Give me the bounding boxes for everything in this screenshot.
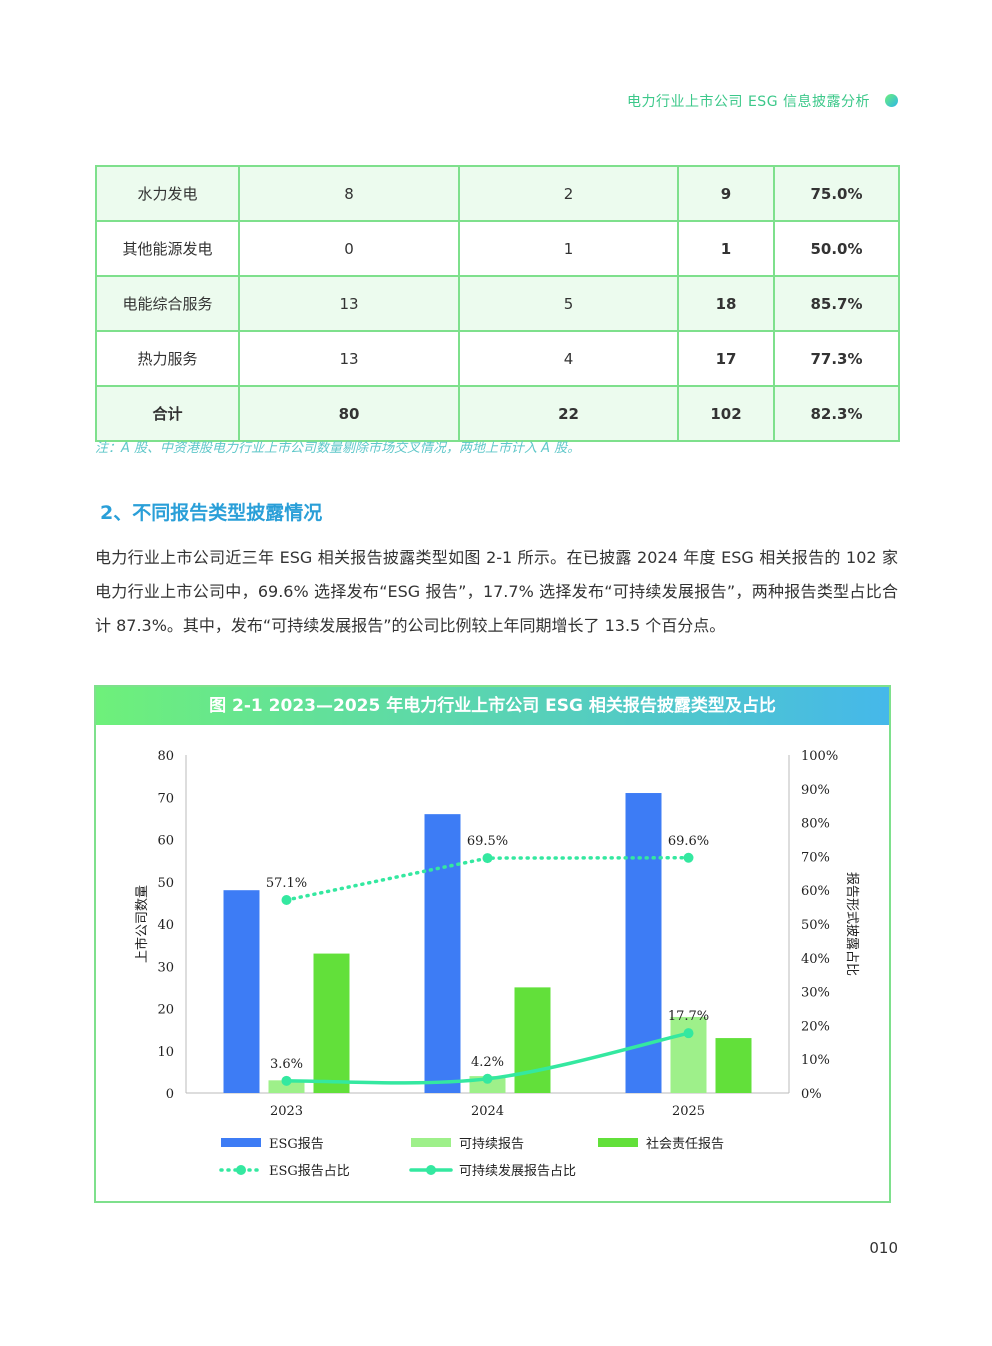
row-label: 电能综合服务 [95,275,240,332]
y2-tick-label: 10% [801,1053,830,1068]
x-tick-label: 2025 [672,1104,705,1119]
cell-total: 18 [677,275,775,332]
table-note: 注：A 股、中资港股电力行业上市公司数量剔除市场交叉情况，两地上市计入 A 股。 [95,441,581,456]
y-tick-label: 50 [157,876,174,891]
y-tick-label: 60 [157,834,174,849]
table-row: 其他能源发电 0 1 1 50.0% [95,220,900,277]
table-row-total: 合计 80 22 102 82.3% [95,385,900,442]
cell: 0 [238,220,460,277]
point-可持续发展报告占比-2025 [683,1028,694,1039]
legend-label: 可持续报告 [459,1137,524,1152]
point-ESG报告占比-2025 [683,852,694,863]
bar-社会责任报告-2023 [313,953,350,1093]
bar-社会责任报告-2024 [514,987,551,1093]
data-table: 水力发电 8 2 9 75.0% 其他能源发电 0 1 1 50.0% 电能综合… [95,165,900,442]
y2-tick-label: 100% [801,749,838,764]
legend-label: ESG报告占比 [269,1164,350,1179]
figure-box: 图 2-1 2023—2025 年电力行业上市公司 ESG 相关报告披露类型及占… [94,685,891,1203]
row-label: 水力发电 [95,165,240,222]
point-可持续发展报告占比-2023 [281,1075,292,1086]
data-label: 4.2% [471,1055,504,1070]
point-可持续发展报告占比-2024 [482,1073,493,1084]
point-ESG报告占比-2023 [281,895,292,906]
page-number: 010 [869,1239,898,1257]
cell-ratio: 77.3% [773,330,900,387]
cell: 80 [238,385,460,442]
legend-label: ESG报告 [269,1137,324,1152]
bar-社会责任报告-2025 [715,1038,752,1093]
legend-marker [236,1165,246,1175]
y2-tick-label: 60% [801,884,830,899]
section-title: 2、不同报告类型披露情况 [100,502,323,524]
data-label: 69.6% [668,834,709,849]
y2-tick-label: 80% [801,817,830,832]
y-axis-title: 上市公司数量 [134,885,150,963]
row-label: 其他能源发电 [95,220,240,277]
cell-ratio: 85.7% [773,275,900,332]
cell-ratio: 82.3% [773,385,900,442]
table-row: 电能综合服务 13 5 18 85.7% [95,275,900,332]
y-tick-label: 70 [157,791,174,806]
body-paragraph: 电力行业上市公司近三年 ESG 相关报告披露类型如图 2-1 所示。在已披露 2… [95,548,898,635]
y2-tick-label: 40% [801,952,830,967]
cell: 4 [458,330,679,387]
cell: 8 [238,165,460,222]
legend-swatch [221,1138,261,1147]
bar-ESG报告-2024 [424,814,461,1093]
cell-ratio: 75.0% [773,165,900,222]
y2-tick-label: 20% [801,1019,830,1034]
point-ESG报告占比-2024 [482,853,493,864]
cell: 13 [238,330,460,387]
cell-total: 1 [677,220,775,277]
cell: 13 [238,275,460,332]
x-tick-label: 2024 [471,1104,504,1119]
table-row: 水力发电 8 2 9 75.0% [95,165,900,222]
y-tick-label: 0 [166,1087,174,1102]
header-title: 电力行业上市公司 ESG 信息披露分析 [627,94,870,110]
y-tick-label: 20 [157,1003,174,1018]
legend-label: 可持续发展报告占比 [459,1163,576,1179]
legend-marker [426,1165,436,1175]
data-label: 3.6% [270,1057,303,1072]
row-label: 合计 [95,385,240,442]
header-dot-icon [885,94,898,107]
legend-swatch [411,1138,451,1147]
cell: 1 [458,220,679,277]
cell: 2 [458,165,679,222]
legend-swatch [598,1138,638,1147]
y2-tick-label: 0% [801,1087,822,1102]
cell: 22 [458,385,679,442]
bar-ESG报告-2023 [223,890,260,1093]
y-tick-label: 10 [157,1045,174,1060]
data-label: 17.7% [668,1009,709,1024]
legend-label: 社会责任报告 [646,1136,724,1152]
cell-total: 102 [677,385,775,442]
y-tick-label: 80 [157,749,174,764]
x-tick-label: 2023 [270,1104,303,1119]
y2-tick-label: 70% [801,850,830,865]
cell-total: 17 [677,330,775,387]
data-label: 69.5% [467,834,508,849]
cell-total: 9 [677,165,775,222]
data-label: 57.1% [266,876,307,891]
y2-tick-label: 50% [801,918,830,933]
cell-ratio: 50.0% [773,220,900,277]
table-row: 热力服务 13 4 17 77.3% [95,330,900,387]
y2-tick-label: 30% [801,986,830,1001]
row-label: 热力服务 [95,330,240,387]
bar-可持续报告-2023 [268,1080,305,1093]
chart: 0 10 20 30 40 50 60 70 80 0% 10% 20% 30% 40% 50% 60% 70%… [134,749,859,1179]
figure-title: 图 2-1 2023—2025 年电力行业上市公司 ESG 相关报告披露类型及占… [96,687,889,725]
cell: 5 [458,275,679,332]
y2-tick-label: 90% [801,783,830,798]
y2-axis-title: 报告形式披露占比 [844,872,859,976]
y-tick-label: 40 [157,918,174,933]
y-tick-label: 30 [157,960,174,975]
